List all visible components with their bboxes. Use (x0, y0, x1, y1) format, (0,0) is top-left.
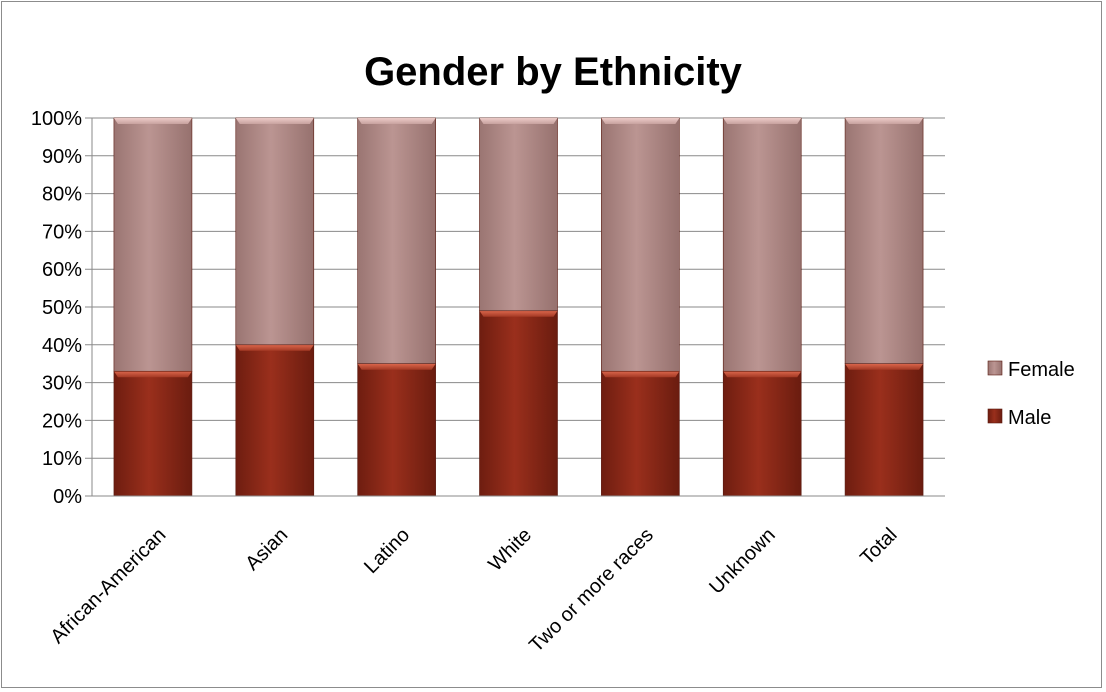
y-tick-label: 90% (42, 146, 82, 168)
bars (113, 117, 924, 497)
y-tick-label: 20% (42, 410, 82, 432)
bar-bevel (601, 371, 680, 378)
bar-male (235, 344, 315, 497)
bar-bevel (235, 344, 314, 351)
x-tick-label: White (484, 524, 536, 576)
bar-male (722, 370, 802, 497)
y-tick-label: 60% (42, 259, 82, 281)
x-tick-label: Two or more races (525, 524, 658, 657)
bar-bevel (723, 371, 802, 378)
y-tick-label: 40% (42, 335, 82, 357)
bar-bevel (601, 118, 680, 124)
x-tick-label: Unknown (705, 524, 780, 599)
legend-label-female: Female (1008, 359, 1075, 381)
bar-bevel (357, 363, 436, 370)
bar-female (601, 117, 680, 372)
x-tick-label: African-American (46, 524, 170, 648)
legend: Female Male (987, 359, 1075, 429)
y-tick-label: 80% (42, 184, 82, 206)
bar-bevel (113, 371, 192, 378)
bar-bevel (479, 310, 558, 317)
bar-female (235, 117, 315, 346)
y-tick-label: 30% (42, 373, 82, 395)
y-tick-label: 10% (42, 448, 82, 470)
bar-female (479, 117, 558, 312)
bar-female (113, 117, 193, 372)
bar-male (357, 363, 436, 497)
bar-male (113, 370, 193, 497)
legend-label-male: Male (1008, 407, 1051, 429)
x-tick-label: Total (856, 524, 901, 569)
bar-female (844, 117, 924, 364)
bar-bevel (479, 118, 558, 124)
y-tick-label: 50% (42, 297, 82, 319)
y-tick-label: 100% (31, 108, 82, 130)
legend-swatch-female (987, 360, 1003, 376)
legend-swatch-male (987, 408, 1003, 424)
x-tick-label: Asian (241, 524, 292, 575)
x-tick-label: Latino (360, 524, 414, 578)
bar-male (479, 310, 558, 497)
bar-female (722, 117, 802, 372)
y-axis: 0% 10% 20% 30% 40% 50% 60% 70% 80% 90% 100% (31, 108, 945, 508)
bar-bevel (235, 118, 314, 124)
bar-bevel (113, 118, 192, 124)
bar-male (601, 370, 680, 497)
bar-male (844, 363, 924, 497)
bar-bevel (845, 363, 924, 370)
bar-female (357, 117, 436, 364)
bar-bevel (357, 118, 436, 124)
chart-title: Gender by Ethnicity (364, 50, 742, 94)
y-tick-label: 0% (53, 486, 82, 508)
y-tick-label: 70% (42, 221, 82, 243)
bar-bevel (723, 118, 802, 124)
bar-bevel (845, 118, 924, 124)
